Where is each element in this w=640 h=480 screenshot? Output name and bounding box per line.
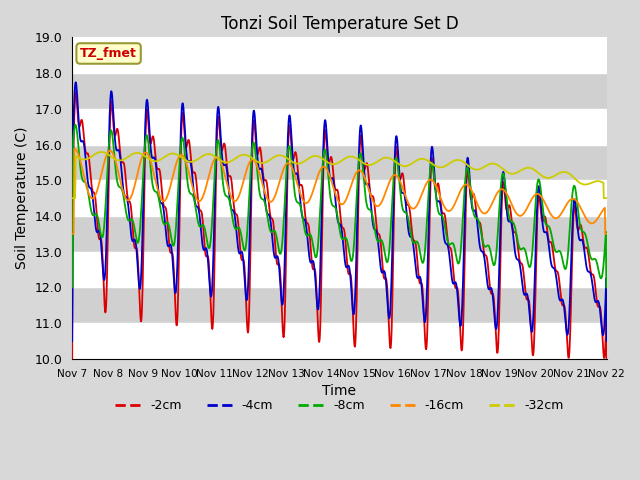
Bar	[72, 73, 607, 109]
Bar	[72, 323, 607, 359]
Bar	[72, 252, 607, 288]
Bar	[72, 109, 607, 144]
Title: Tonzi Soil Temperature Set D: Tonzi Soil Temperature Set D	[221, 15, 458, 33]
Bar	[72, 288, 607, 323]
Legend: -2cm, -4cm, -8cm, -16cm, -32cm: -2cm, -4cm, -8cm, -16cm, -32cm	[110, 394, 568, 417]
Bar	[72, 144, 607, 180]
Bar	[72, 180, 607, 216]
Y-axis label: Soil Temperature (C): Soil Temperature (C)	[15, 127, 29, 269]
X-axis label: Time: Time	[323, 384, 356, 398]
Bar	[72, 37, 607, 73]
Text: TZ_fmet: TZ_fmet	[80, 47, 137, 60]
Bar	[72, 216, 607, 252]
